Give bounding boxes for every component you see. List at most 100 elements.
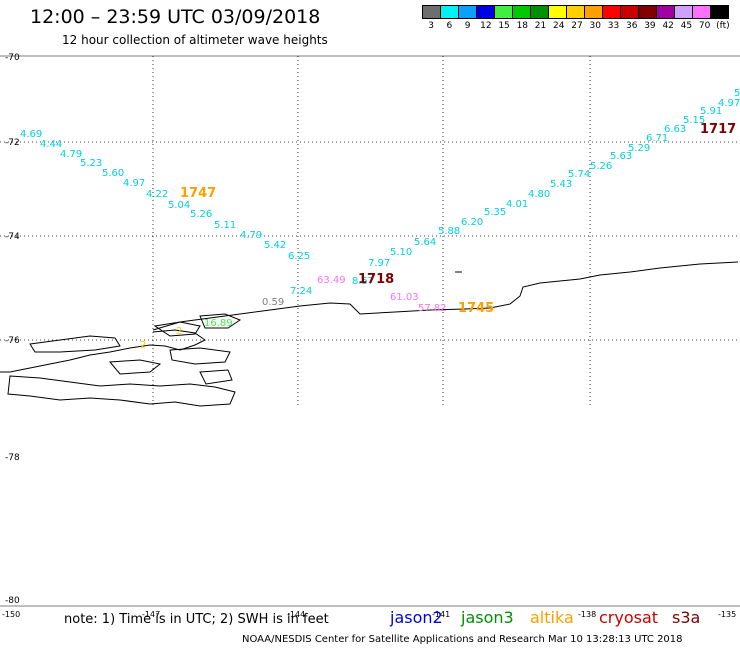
color-scale-bar bbox=[422, 5, 729, 19]
coastline-island-4 bbox=[108, 359, 162, 375]
map-subtitle: 12 hour collection of altimeter wave hei… bbox=[62, 33, 328, 47]
color-scale-label: 18 bbox=[516, 21, 529, 31]
legend-jason3: jason3 bbox=[461, 608, 514, 627]
coastline-island-5 bbox=[199, 369, 233, 385]
wave-value-track-b: 5.91 bbox=[700, 106, 722, 117]
pass-time-labels: 1747 1718 1745 1717 bbox=[180, 122, 736, 316]
pass-time-label: 1718 bbox=[358, 272, 394, 287]
wave-value-pink: 57.82 bbox=[418, 303, 447, 314]
lon-label: -147 bbox=[142, 610, 160, 619]
coastline-island-6 bbox=[199, 313, 242, 329]
wave-value-track-b: 5.88 bbox=[438, 226, 460, 237]
latitude-labels: -70 -72 -74 -76 -78 -80 bbox=[5, 53, 20, 606]
lat-label: -76 bbox=[5, 336, 20, 346]
satellite-track-b-values: 8.57 7.975.105.645.886.205.354.014.805.43… bbox=[352, 88, 740, 287]
color-scale-label: (ft) bbox=[716, 21, 730, 31]
wave-value-track-b: 4.97 bbox=[718, 98, 740, 109]
note-text: note: 1) Time is in UTC; 2) SWH is in fe… bbox=[64, 612, 329, 627]
wave-value-track-b: 5.15 bbox=[683, 115, 705, 126]
wave-value-track-b: 5.26 bbox=[590, 161, 612, 172]
color-scale-label: 39 bbox=[644, 21, 656, 31]
wave-value-pink: 63.49 bbox=[317, 275, 346, 286]
pass-time-label: 1747 bbox=[180, 186, 216, 201]
coastline-island-7 bbox=[153, 321, 201, 337]
legend-s3a: s3a bbox=[672, 608, 701, 627]
lon-label: -138 bbox=[578, 610, 596, 619]
color-scale-label: 12 bbox=[480, 21, 492, 31]
wave-value-track-b: 6.20 bbox=[461, 217, 483, 228]
pass-time-label: 1717 bbox=[700, 122, 736, 137]
wave-value-track-a: 4.79 bbox=[240, 230, 262, 241]
color-scale-label: 24 bbox=[553, 21, 565, 31]
longitude-gridlines bbox=[152, 56, 591, 408]
wave-value-track-b: 4.80 bbox=[528, 189, 550, 200]
color-scale-label: 30 bbox=[589, 21, 601, 31]
coastline-island-2 bbox=[29, 335, 121, 353]
wave-value-track-b: 5.43 bbox=[550, 179, 572, 190]
color-scale-label: 45 bbox=[680, 21, 693, 31]
lat-label: -78 bbox=[5, 453, 20, 463]
wave-value-track-a: 4.22 bbox=[146, 189, 168, 200]
color-swatch bbox=[710, 5, 729, 19]
wave-value-track-b: 6.71 bbox=[646, 133, 668, 144]
coastline-main bbox=[152, 261, 739, 331]
color-scale-label: 42 bbox=[662, 21, 674, 31]
legend-cryosat: cryosat bbox=[599, 608, 659, 627]
coastline-island-1 bbox=[7, 375, 236, 407]
coastline-inlet bbox=[0, 329, 206, 373]
wave-value-track-b: 5.29 bbox=[628, 143, 650, 154]
color-scale-label: 27 bbox=[571, 21, 583, 31]
lon-label: -144 bbox=[287, 610, 305, 619]
lon-label: -141 bbox=[432, 610, 450, 619]
wave-value-track-b: 5.63 bbox=[610, 151, 632, 162]
latitude-gridlines bbox=[0, 141, 740, 341]
wave-value-track-b: 5.74 bbox=[568, 169, 590, 180]
wave-value-track-b: 8.57 bbox=[352, 276, 374, 287]
color-scale-label: 3 bbox=[428, 21, 434, 31]
wave-value-track-a: 5.60 bbox=[102, 168, 124, 179]
coastline-island-3 bbox=[169, 347, 231, 365]
wave-value-yellow: 2 bbox=[140, 340, 146, 351]
wave-value-track-a: 5.04 bbox=[168, 200, 190, 211]
wave-value-track-b: 5.10 bbox=[390, 247, 412, 258]
color-scale-label: 36 bbox=[625, 21, 638, 31]
wave-value-track-a: 5.23 bbox=[80, 158, 102, 169]
wave-value-track-a: 4.44 bbox=[40, 139, 62, 150]
wave-value-track-b: 7.97 bbox=[368, 258, 390, 269]
color-scale-labels: 3 6 9 12 15 18 21 24 27 30 33 36 39 42 45 70 (ft) bbox=[422, 21, 732, 31]
lat-label: -72 bbox=[5, 138, 20, 148]
color-scale-label: 21 bbox=[534, 21, 547, 31]
wave-value-green: 16.89 bbox=[204, 318, 233, 329]
color-scale-label: 6 bbox=[446, 21, 453, 31]
legend-altika: altika bbox=[530, 608, 574, 627]
wave-value-track-b: 5.64 bbox=[414, 237, 436, 248]
wave-value-track-a: 5.42 bbox=[264, 240, 286, 251]
wave-value-track-b: 4.01 bbox=[506, 199, 528, 210]
color-scale-label: 15 bbox=[498, 21, 510, 31]
color-scale-label: 70 bbox=[698, 21, 711, 31]
wave-value-pink: 61.03 bbox=[390, 292, 419, 303]
lat-label: -80 bbox=[5, 596, 20, 606]
coastline bbox=[0, 261, 739, 407]
wave-value-gray: 0.59 bbox=[262, 297, 284, 308]
wave-value-track-b: 5 bbox=[734, 88, 740, 99]
color-scale-label: 33 bbox=[607, 21, 620, 31]
credit-line: NOAA/NESDIS Center for Satellite Applica… bbox=[242, 634, 683, 645]
lon-label: -135 bbox=[718, 610, 736, 619]
pass-time-label: 1745 bbox=[458, 301, 494, 316]
wave-value-track-a: 5.11 bbox=[214, 220, 236, 231]
color-scale-label: 9 bbox=[464, 21, 471, 31]
map-title: 12:00 – 23:59 UTC 03/09/2018 bbox=[30, 6, 321, 28]
longitude-labels: -150 -147 -144 -141 -138 -135 bbox=[2, 610, 736, 619]
wave-value-track-b: 5.35 bbox=[484, 207, 506, 218]
wave-value-track-a: 4.79 bbox=[60, 149, 82, 160]
wave-value-track-a: 5.26 bbox=[190, 209, 212, 220]
lon-label: -150 bbox=[2, 610, 20, 619]
wave-value-track-b: 6.63 bbox=[664, 124, 686, 135]
satellite-track-a-values: 4.694.444.795.235.604.974.225.045.265.11… bbox=[20, 129, 312, 297]
lat-label: -74 bbox=[5, 232, 20, 242]
lat-label: -70 bbox=[5, 53, 20, 63]
wave-value-track-a: 4.97 bbox=[123, 178, 145, 189]
